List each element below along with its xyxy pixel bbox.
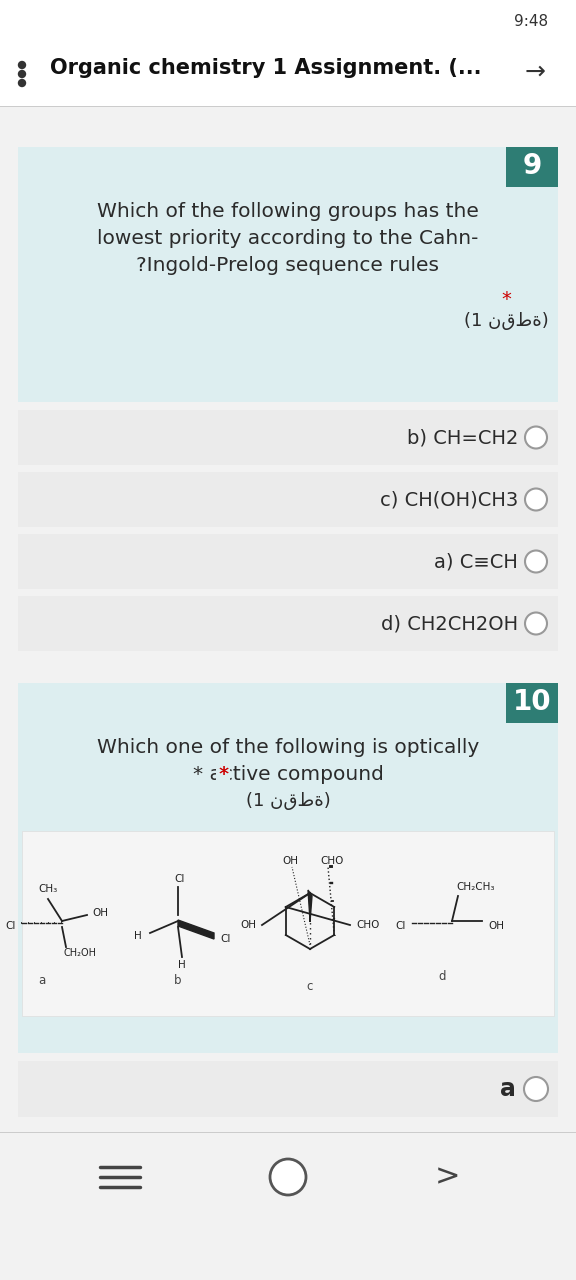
Text: CH₂OH: CH₂OH [64, 948, 97, 957]
Bar [22, 831, 554, 1016]
Circle shape [18, 70, 25, 78]
Bar [18, 410, 558, 465]
Circle shape [525, 550, 547, 572]
Text: a) C≡CH: a) C≡CH [434, 552, 518, 571]
Text: c) CH(OH)CH3: c) CH(OH)CH3 [380, 490, 518, 509]
Text: lowest priority according to the Cahn-: lowest priority according to the Cahn- [97, 229, 479, 248]
Text: OH: OH [282, 856, 298, 867]
Bar [18, 534, 558, 589]
Text: OH: OH [240, 920, 256, 931]
Text: Organic chemistry 1 Assignment. (...: Organic chemistry 1 Assignment. (... [50, 58, 482, 78]
Circle shape [525, 489, 547, 511]
Text: CH₂CH₃: CH₂CH₃ [456, 882, 495, 892]
Circle shape [18, 79, 25, 87]
Bar [18, 596, 558, 652]
Text: 9: 9 [522, 152, 541, 180]
Circle shape [270, 1158, 306, 1196]
Text: Which one of the following is optically: Which one of the following is optically [97, 739, 479, 756]
Polygon shape [308, 890, 312, 922]
Text: Cl: Cl [220, 934, 230, 945]
Circle shape [525, 613, 547, 635]
Text: *: * [218, 765, 228, 783]
Bar [0, 0, 576, 47]
Text: *: * [501, 291, 511, 308]
Text: >: > [435, 1162, 461, 1192]
Text: b) CH=CH2: b) CH=CH2 [407, 428, 518, 447]
Bar [18, 1061, 558, 1117]
Text: OH: OH [92, 908, 108, 918]
Circle shape [18, 61, 25, 69]
Text: CH₃: CH₃ [39, 884, 58, 893]
Text: H: H [134, 931, 142, 941]
Text: Cl: Cl [6, 922, 16, 931]
Bar [18, 147, 558, 402]
Bar [18, 684, 558, 1053]
Text: a: a [500, 1076, 516, 1101]
Text: d: d [438, 970, 446, 983]
Text: * active compound: * active compound [192, 765, 384, 783]
Text: a: a [39, 974, 46, 987]
Text: *: * [218, 765, 228, 783]
Text: ?Ingold-Prelog sequence rules: ?Ingold-Prelog sequence rules [137, 256, 439, 275]
Bar [18, 472, 558, 527]
Text: Which of the following groups has the: Which of the following groups has the [97, 202, 479, 221]
Bar [216, 765, 230, 787]
Text: Cl: Cl [175, 874, 185, 884]
Text: →: → [525, 60, 546, 84]
Polygon shape [178, 920, 214, 940]
Text: 10: 10 [513, 689, 551, 716]
Text: OH: OH [488, 922, 504, 931]
Bar [0, 47, 576, 106]
Bar [0, 108, 576, 147]
Text: CHO: CHO [320, 856, 344, 867]
Bar [506, 147, 558, 187]
Text: d) CH2CH2OH: d) CH2CH2OH [381, 614, 518, 634]
Text: b: b [175, 974, 182, 987]
Bar [0, 1132, 576, 1280]
Text: 9:48: 9:48 [514, 14, 548, 29]
Text: (1 نقطة): (1 نقطة) [464, 312, 548, 330]
Text: (1 نقطة): (1 نقطة) [245, 792, 331, 810]
Text: H: H [178, 960, 186, 970]
Text: CHO: CHO [356, 920, 380, 931]
Circle shape [525, 426, 547, 448]
Circle shape [524, 1076, 548, 1101]
Bar [506, 684, 558, 723]
Text: c: c [307, 979, 313, 992]
Text: Cl: Cl [396, 922, 406, 931]
